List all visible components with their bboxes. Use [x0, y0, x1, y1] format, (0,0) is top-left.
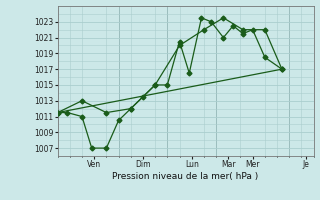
X-axis label: Pression niveau de la mer( hPa ): Pression niveau de la mer( hPa ) [112, 172, 259, 181]
